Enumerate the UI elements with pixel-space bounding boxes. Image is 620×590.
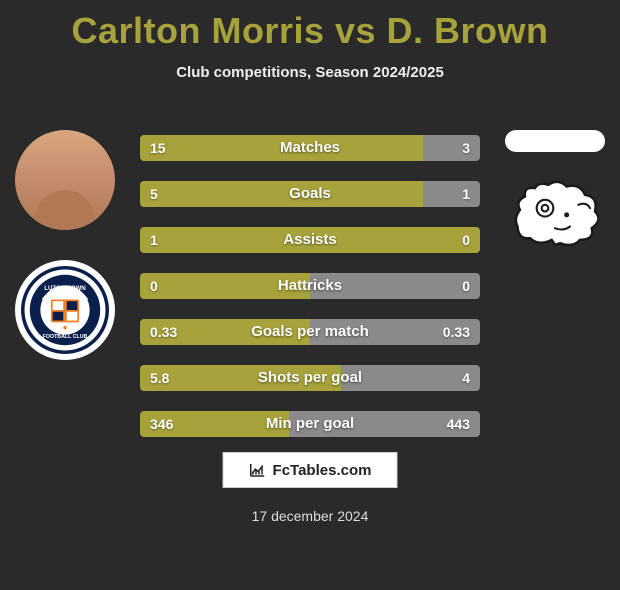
stat-bar-left-segment (140, 181, 423, 207)
stat-value-right: 3 (462, 135, 470, 161)
brand-text: FcTables.com (273, 462, 372, 479)
stat-bar: 153Matches (140, 135, 480, 161)
brand-badge: FcTables.com (223, 452, 398, 488)
stat-value-left: 0 (150, 273, 158, 299)
club-logo-right-placeholder (505, 130, 605, 152)
chart-icon (249, 461, 267, 479)
title-vs: vs (324, 10, 386, 51)
stat-value-right: 4 (462, 365, 470, 391)
stat-bar-right-segment (341, 365, 480, 391)
stat-value-right: 0 (462, 227, 470, 253)
club-logo-left: LUTON TOWN FOOTBALL CLUB (15, 260, 115, 360)
derby-ram-icon (505, 174, 605, 254)
svg-text:FOOTBALL CLUB: FOOTBALL CLUB (43, 334, 88, 340)
stat-value-right: 0.33 (443, 319, 470, 345)
stat-bar: 10Assists (140, 227, 480, 253)
stat-bar-right-segment (423, 181, 480, 207)
luton-badge-icon: LUTON TOWN FOOTBALL CLUB (21, 266, 109, 354)
stat-bar-right-segment (423, 135, 480, 161)
stat-value-left: 346 (150, 411, 173, 437)
date-text: 17 december 2024 (0, 508, 620, 524)
stat-bar: 00Hattricks (140, 273, 480, 299)
stat-value-right: 1 (462, 181, 470, 207)
stat-value-right: 443 (447, 411, 470, 437)
stat-bar-left-segment (140, 227, 480, 253)
stat-value-left: 0.33 (150, 319, 177, 345)
stat-bar: 346443Min per goal (140, 411, 480, 437)
stat-bar-left-segment (140, 135, 423, 161)
stat-bar: 0.330.33Goals per match (140, 319, 480, 345)
stat-bar-left-segment (140, 273, 310, 299)
title-player-left: Carlton Morris (71, 10, 324, 51)
stat-bar: 51Goals (140, 181, 480, 207)
stat-value-left: 5 (150, 181, 158, 207)
stat-value-left: 1 (150, 227, 158, 253)
page-title: Carlton Morris vs D. Brown (0, 10, 620, 52)
club-logo-right (505, 174, 605, 254)
title-player-right: D. Brown (387, 10, 549, 51)
stat-value-right: 0 (462, 273, 470, 299)
stat-bar: 5.84Shots per goal (140, 365, 480, 391)
svg-text:LUTON TOWN: LUTON TOWN (44, 285, 86, 292)
stat-bar-right-segment (310, 273, 480, 299)
subtitle: Club competitions, Season 2024/2025 (0, 64, 620, 81)
right-column (500, 130, 610, 254)
stat-bar-left-segment (140, 365, 341, 391)
player-avatar-left (15, 130, 115, 230)
stat-value-left: 15 (150, 135, 166, 161)
stat-value-left: 5.8 (150, 365, 169, 391)
stats-bars: 153Matches51Goals10Assists00Hattricks0.3… (140, 135, 480, 437)
left-column: LUTON TOWN FOOTBALL CLUB (10, 130, 120, 360)
